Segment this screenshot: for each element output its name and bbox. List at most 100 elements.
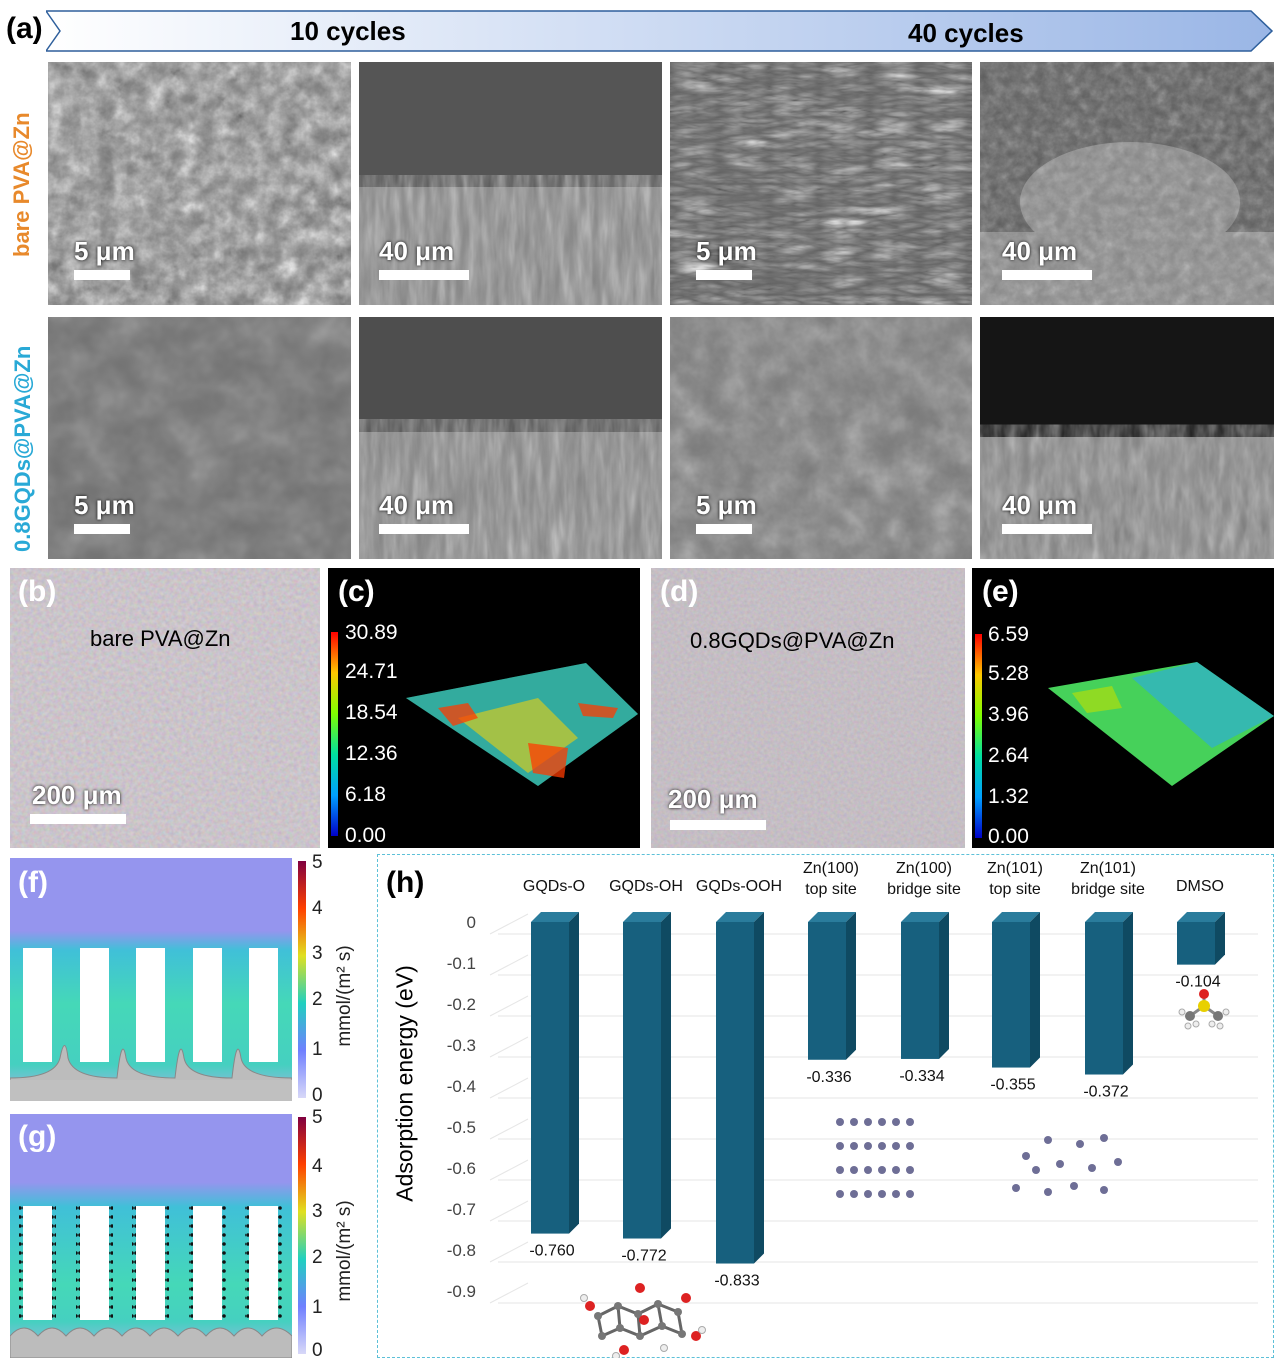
colorbar-tick: 2: [312, 1247, 323, 1268]
scale-bar: [1002, 524, 1092, 534]
colorbar-g: [298, 1117, 306, 1354]
colorbar-tick: 5: [312, 852, 323, 873]
category-label: Zn(101): [1080, 860, 1136, 877]
gridline-depth: [489, 1077, 529, 1099]
gridline-depth: [489, 995, 529, 1017]
bar-top: [901, 912, 949, 922]
panel-d-label: (d): [660, 575, 699, 608]
scale-bar: [30, 814, 126, 824]
scale-bar: [696, 524, 752, 534]
category-label: top site: [989, 881, 1041, 898]
sem-image-bare-10-cross: [359, 62, 662, 305]
bar: [1177, 922, 1215, 965]
colorbar-tick: 1.32: [988, 785, 1029, 808]
category-label: Zn(100): [896, 860, 952, 877]
y-tick-label: -0.3: [447, 1036, 476, 1055]
colorbar-unit: mmol/(m² s): [334, 945, 355, 1047]
sem-image-gqds-10-cross: [359, 317, 662, 559]
sem-image-bare-10-top: [48, 62, 351, 305]
scale-label: 5 μm: [696, 236, 757, 266]
y-tick-label: -0.5: [447, 1118, 476, 1137]
panel-a-label: (a): [6, 12, 43, 45]
bar-top: [623, 912, 671, 922]
dmso-molecule-icon: [1178, 989, 1230, 1030]
panel-f-label: (f): [18, 866, 48, 899]
bar-side: [661, 912, 671, 1239]
gqds-molecule-icon: [580, 1283, 706, 1358]
y-tick-label: -0.6: [447, 1159, 476, 1178]
category-label: DMSO: [1176, 878, 1224, 895]
colorbar-unit: mmol/(m² s): [334, 1200, 355, 1302]
colorbar-tick: 2.64: [988, 744, 1029, 767]
scale-bar: [74, 270, 130, 280]
bar: [623, 922, 661, 1239]
colorbar-tick: 24.71: [345, 660, 398, 683]
panel-d-title: 0.8GQDs@PVA@Zn: [690, 628, 895, 653]
gridline-depth: [489, 1036, 529, 1058]
y-tick-label: 0: [467, 913, 476, 932]
bar-top: [1177, 912, 1225, 922]
panel-b-title: bare PVA@Zn: [90, 626, 231, 651]
panel-h-label: (h): [386, 866, 425, 899]
colorbar-tick: 6.18: [345, 783, 386, 806]
bar: [992, 922, 1030, 1068]
optical-image-bare: [10, 568, 320, 848]
bar-side: [939, 912, 949, 1059]
panel-g-label: (g): [18, 1120, 57, 1153]
y-tick-label: -0.4: [447, 1077, 476, 1096]
scale-bar: [670, 820, 766, 830]
scale-label: 200 μm: [32, 780, 122, 810]
sem-image-bare-40-cross: [980, 62, 1274, 305]
bar-top: [808, 912, 856, 922]
simulation-f: [9, 858, 293, 1102]
bar-value-label: -0.372: [1083, 1084, 1128, 1101]
colorbar-f: [298, 861, 306, 1098]
scale-bar: [1002, 270, 1092, 280]
adsorption-energy-chart: 0 -0.1 -0.2 -0.3 -0.4 -0.5 -0.6 -0.7 -0.8 -0.9 -0.…: [447, 860, 1258, 1304]
bar-top: [531, 912, 579, 922]
gridline-depth: [489, 954, 529, 976]
profile-map-bare: [328, 568, 640, 848]
scale-bar: [379, 270, 469, 280]
y-tick-label: -0.2: [447, 995, 476, 1014]
colorbar-tick: 2: [312, 989, 323, 1010]
scale-label: 40 μm: [379, 490, 455, 520]
gridline-depth: [489, 1282, 529, 1304]
bar-value-label: -0.334: [899, 1068, 944, 1085]
colorbar-tick: 3.96: [988, 703, 1029, 726]
y-tick-label: -0.1: [447, 954, 476, 973]
bar-value-label: -0.760: [529, 1243, 574, 1260]
colorbar-tick: 4: [312, 898, 323, 919]
category-label: Zn(100): [803, 860, 859, 877]
colorbar-tick: 1: [312, 1297, 323, 1318]
bar: [808, 922, 846, 1060]
zn100-lattice-icon: [836, 1118, 914, 1198]
profile-map-gqds: [972, 568, 1274, 848]
bar-top: [716, 912, 764, 922]
bar-value-label: -0.772: [621, 1248, 666, 1265]
scale-label: 200 μm: [668, 784, 758, 814]
sem-image-gqds-40-top: [670, 317, 972, 559]
panel-c-label: (c): [338, 575, 375, 608]
bar-value-label: -0.104: [1175, 974, 1220, 991]
category-label: bridge site: [887, 881, 961, 898]
simulation-g: [9, 1114, 293, 1359]
y-tick-label: -0.7: [447, 1200, 476, 1219]
bar-side: [569, 912, 579, 1234]
scale-label: 5 μm: [74, 490, 135, 520]
gridline-depth: [489, 1159, 529, 1181]
colorbar-tick: 18.54: [345, 701, 398, 724]
zn101-lattice-icon: [1012, 1134, 1122, 1196]
panel-e-label: (e): [982, 575, 1019, 608]
bar: [531, 922, 569, 1234]
colorbar-tick: 1: [312, 1039, 323, 1060]
row-label-bare: bare PVA@Zn: [9, 112, 34, 257]
y-tick-label: -0.8: [447, 1241, 476, 1260]
colorbar-tick: 6.59: [988, 623, 1029, 646]
bar: [901, 922, 939, 1059]
scale-bar: [696, 270, 752, 280]
colorbar-tick: 30.89: [345, 621, 398, 644]
bar: [716, 922, 754, 1264]
sem-image-bare-40-top: [670, 62, 972, 305]
scale-bar: [74, 524, 130, 534]
